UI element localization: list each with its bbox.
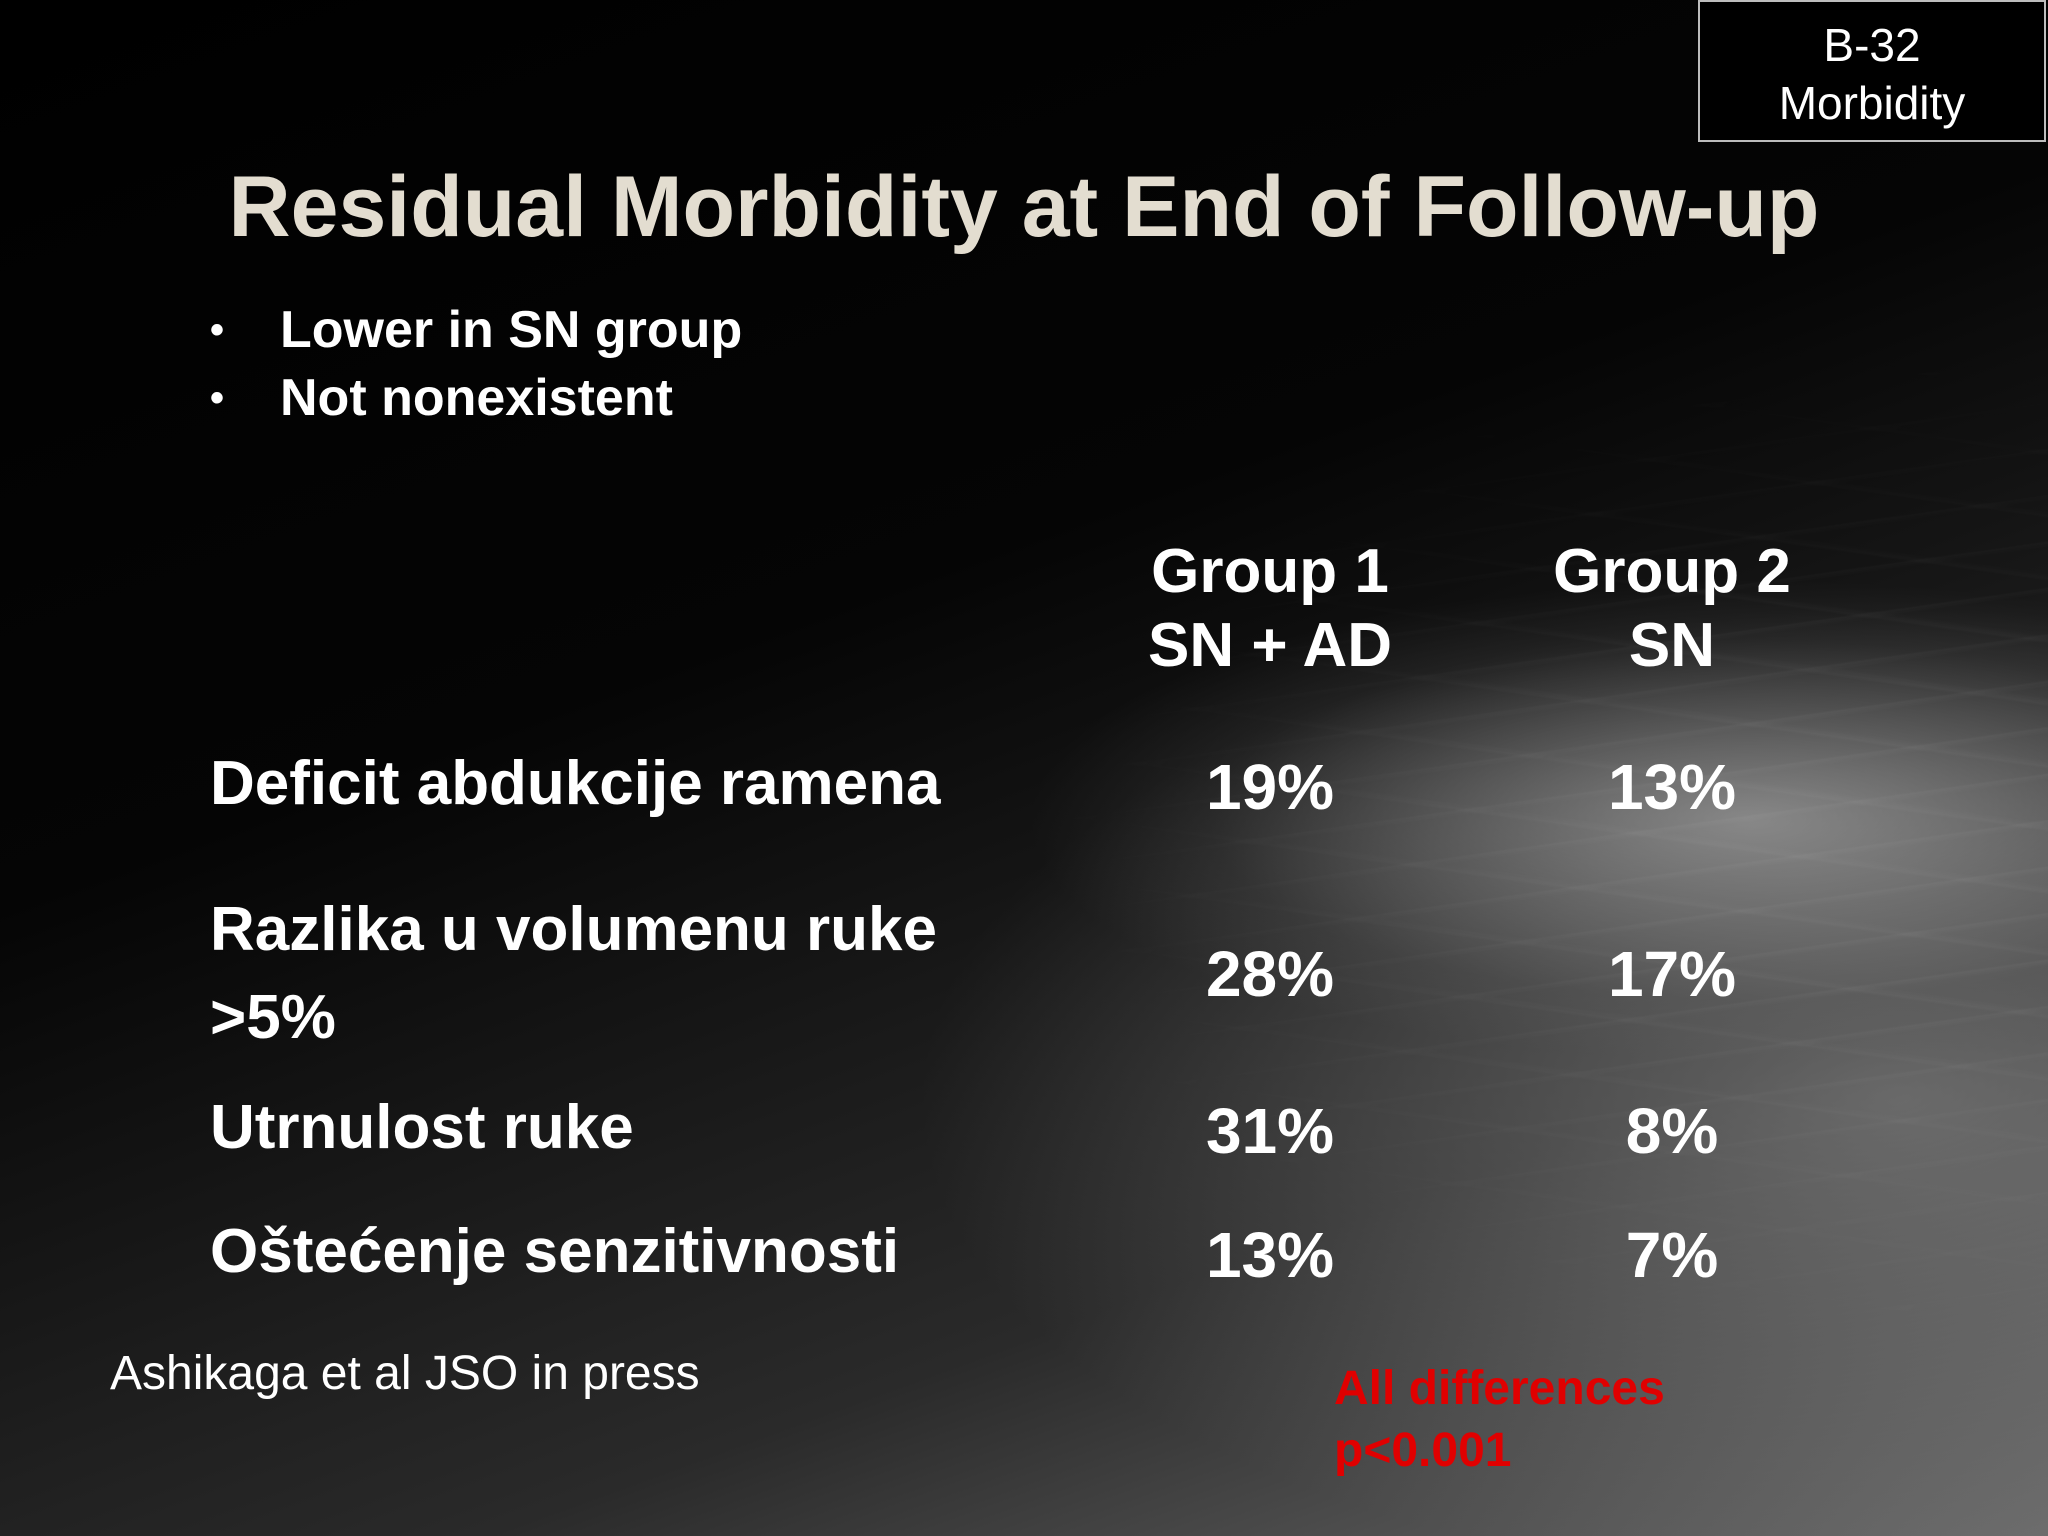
column-header-group-2: Group 2 SN: [1492, 535, 1852, 683]
badge-code: B-32: [1823, 19, 1921, 71]
slide-badge: B-32 Morbidity: [1698, 0, 2046, 142]
cell-group-1: 28%: [1205, 938, 1335, 1010]
column-header-subtitle: SN + AD: [1147, 611, 1393, 680]
row-label-arm-numbness: Utrnulost ruke: [210, 1093, 634, 1162]
bullet-item: • Lower in SN group: [210, 296, 742, 364]
column-header-subtitle: SN: [1628, 611, 1716, 680]
cell-group-2: 7%: [1625, 1219, 1719, 1291]
row-label-sensitivity: Oštećenje senzitivnosti: [210, 1217, 900, 1286]
significance-note: All differences p<0.001: [1334, 1358, 1665, 1482]
slide-title: Residual Morbidity at End of Follow-up: [228, 159, 1820, 255]
note-line: p<0.001: [1334, 1424, 1512, 1477]
note-line: All differences: [1334, 1362, 1665, 1415]
row-label-arm-volume: Razlika u volumenu ruke >5%: [210, 895, 937, 1052]
cell-group-1: 31%: [1205, 1095, 1335, 1167]
bullet-item: • Not nonexistent: [210, 364, 742, 432]
cell-group-2: 8%: [1625, 1095, 1719, 1167]
column-header-group-1: Group 1 SN + AD: [1090, 535, 1450, 683]
cell-group-1: 13%: [1205, 1219, 1335, 1291]
bullet-icon: •: [210, 376, 225, 420]
badge-label: Morbidity: [1778, 77, 1966, 129]
cell-group-1: 19%: [1205, 751, 1335, 823]
bullet-list: • Lower in SN group • Not nonexistent: [210, 296, 742, 432]
bullet-icon: •: [210, 308, 225, 352]
cell-group-2: 17%: [1607, 938, 1737, 1010]
row-label-shoulder-abduction: Deficit abdukcije ramena: [210, 749, 941, 818]
cell-group-2: 13%: [1607, 751, 1737, 823]
bullet-text: Not nonexistent: [280, 369, 673, 427]
column-header-title: Group 2: [1553, 537, 1791, 606]
column-header-title: Group 1: [1151, 537, 1389, 606]
bullet-text: Lower in SN group: [280, 301, 743, 359]
citation: Ashikaga et al JSO in press: [110, 1347, 700, 1400]
